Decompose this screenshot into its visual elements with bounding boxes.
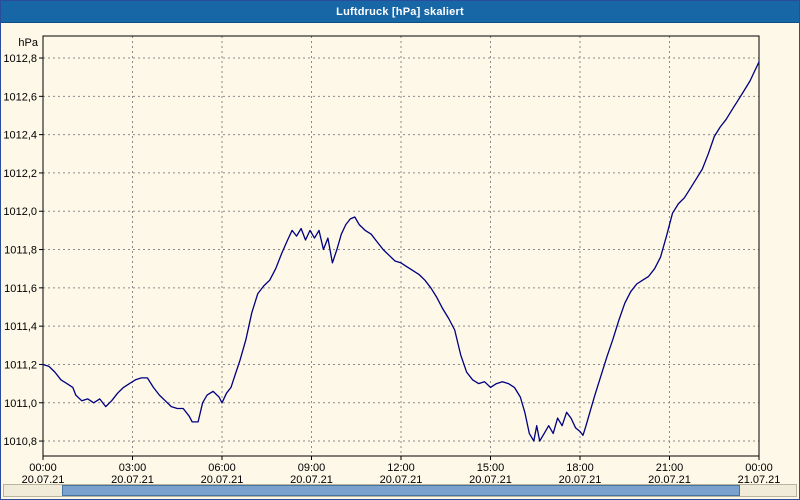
horizontal-scrollbar[interactable] — [3, 484, 797, 497]
x-tick-time-label: 03:00 — [119, 462, 147, 474]
y-tick-label: 1012,2 — [3, 168, 37, 180]
y-tick-label: 1011,6 — [4, 283, 37, 295]
scrollbar-thumb[interactable] — [62, 485, 740, 496]
x-tick-time-label: 00:00 — [745, 462, 773, 474]
x-tick-time-label: 09:00 — [298, 462, 326, 474]
x-tick-date-label: 20.07.21 — [111, 474, 154, 486]
y-tick-label: 1011,0 — [4, 398, 37, 410]
x-tick-time-label: 12:00 — [387, 462, 415, 474]
y-tick-label: 1012,0 — [3, 206, 37, 218]
x-tick-time-label: 15:00 — [477, 462, 505, 474]
pressure-series-line — [42, 61, 760, 442]
y-tick-label: 1012,4 — [3, 130, 37, 142]
y-tick-label: 1011,4 — [4, 321, 37, 333]
y-tick-label: 1011,2 — [4, 359, 37, 371]
y-axis-unit-label: hPa — [18, 37, 38, 49]
x-tick-date-label: 20.07.21 — [380, 474, 423, 486]
x-tick-date-label: 20.07.21 — [290, 474, 333, 486]
x-tick-time-label: 06:00 — [208, 462, 236, 474]
x-tick-date-label: 20.07.21 — [559, 474, 602, 486]
x-tick-time-label: 18:00 — [566, 462, 594, 474]
title-bar: Luftdruck [hPa] skaliert — [1, 1, 799, 23]
x-tick-time-label: 00:00 — [29, 462, 57, 474]
y-tick-label: 1012,6 — [3, 91, 37, 103]
y-tick-label: 1012,8 — [3, 53, 37, 65]
x-tick-date-label: 20.07.21 — [648, 474, 691, 486]
y-tick-label: 1011,8 — [4, 245, 37, 257]
pressure-chart: 1012,8 1012,6 1012,4 1012,2 1012,0 1011,8 1011… — [3, 35, 781, 486]
x-tick-date-label: 20.07.21 — [469, 474, 512, 486]
y-tick-label: 1010,8 — [3, 436, 37, 448]
chart-title: Luftdruck [hPa] skaliert — [336, 5, 464, 18]
x-tick-date-label: 20.07.21 — [22, 474, 65, 486]
x-tick-date-label: 21.07.21 — [738, 474, 781, 486]
plot-border — [42, 35, 760, 457]
x-tick-time-label: 21:00 — [656, 462, 684, 474]
x-tick-date-label: 20.07.21 — [201, 474, 244, 486]
